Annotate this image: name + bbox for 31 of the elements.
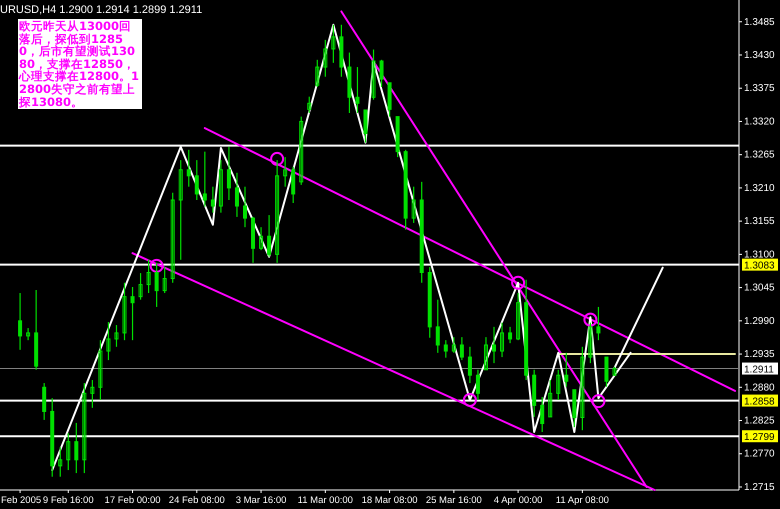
text: 1.3375: [744, 83, 775, 94]
text: 1.2770: [744, 448, 775, 460]
x-tick-label: 9 Feb 16:00: [42, 495, 94, 506]
text: 1.2935: [744, 349, 775, 360]
text: 1.2880: [744, 382, 775, 394]
x-tick-label: Feb 2005: [1, 495, 42, 506]
text: 1.3265: [744, 150, 775, 161]
text: 1.3210: [744, 182, 775, 194]
x-tick-label: 11 Mar 00:00: [298, 495, 353, 506]
x-tick-label: 4 Apr 00:00: [494, 495, 542, 506]
x-tick-label: 25 Mar 16:00: [426, 495, 482, 506]
ref-line-label: 1.2911: [744, 364, 774, 376]
x-tick-label: 17 Feb 00:00: [104, 495, 161, 506]
text: 1.3155: [744, 216, 775, 228]
text: 1.3430: [744, 50, 775, 61]
x-tick-label: 24 Feb 08:00: [168, 495, 225, 506]
annotation: URUSD,H4 1.2900 1.2914 1.2899 1.2911: [0, 4, 202, 16]
text: 1.3485: [744, 16, 775, 28]
text: 1.3320: [744, 116, 775, 128]
text: 1.2990: [744, 316, 775, 327]
text: 1.2825: [744, 416, 775, 427]
text: 1.3100: [744, 249, 775, 260]
ref-line-label: 1.3083: [744, 260, 776, 272]
ref-line-label: 1.2799: [744, 432, 776, 444]
x-tick-label: 18 Mar 08:00: [362, 495, 418, 506]
annotation: 欧元昨天从13000回落后，探低到12850，后市有望测试13080，支撑在12850，心理支撑在12800。12800失守之前有望上探13080。: [18, 19, 142, 110]
x-tick-label: 3 Mar 16:00: [236, 495, 286, 506]
x-tick-label: 11 Apr 08:00: [556, 495, 609, 506]
ref-line-label: 1.2858: [744, 396, 776, 408]
text: 1.3045: [744, 282, 775, 294]
text: 1.2715: [744, 482, 775, 493]
